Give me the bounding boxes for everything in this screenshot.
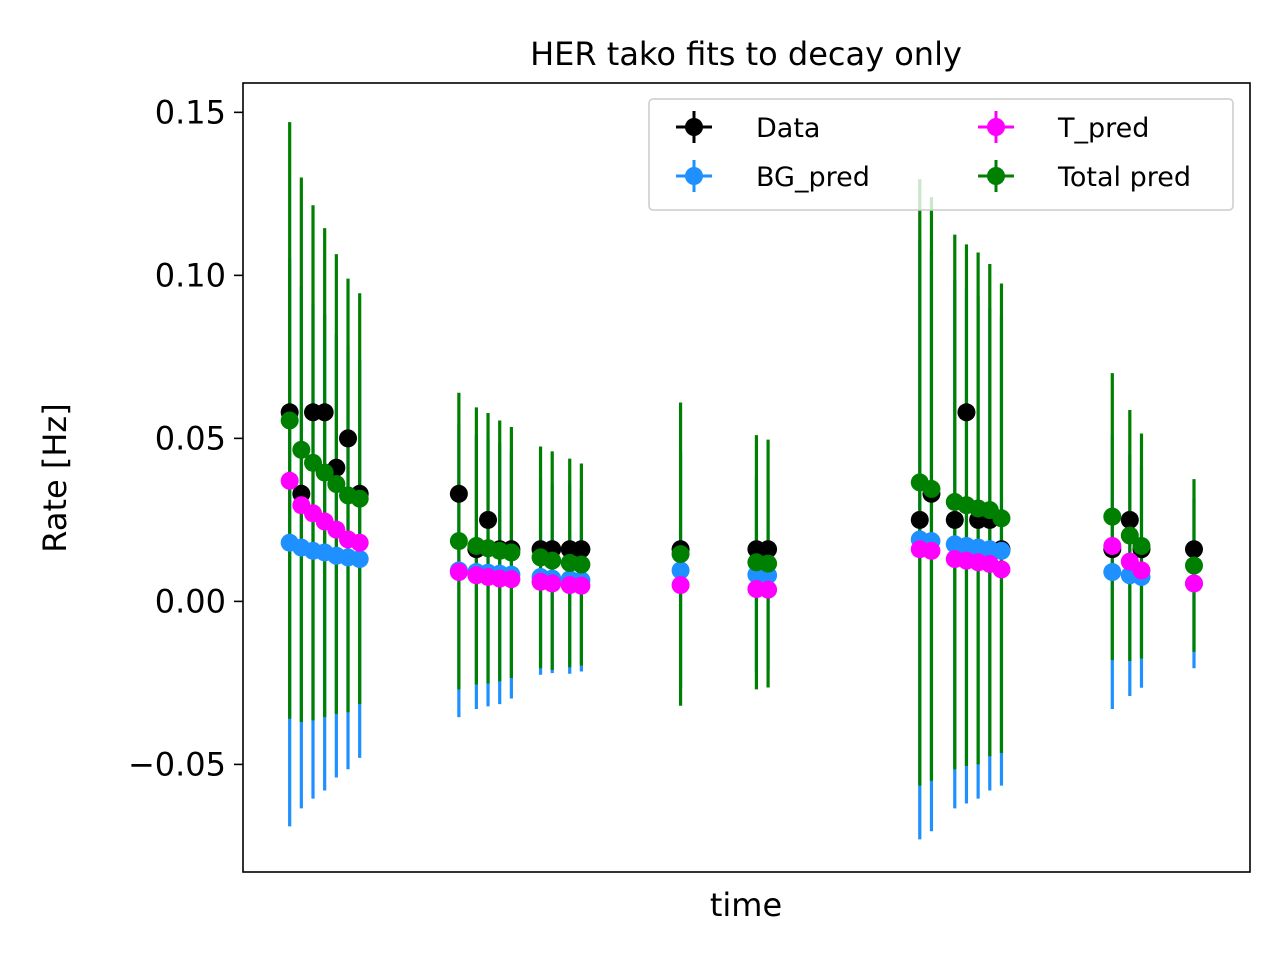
plot-marks	[280, 122, 1203, 840]
legend-box	[648, 98, 1234, 211]
data-point	[1103, 536, 1122, 555]
data-point	[572, 540, 591, 559]
data-point	[350, 489, 369, 508]
legend-label: BG_pred	[756, 162, 870, 193]
legend-items: Data BG_pred T_pred Total pred	[676, 111, 1191, 193]
y-tick-label: 0.10	[155, 256, 226, 294]
y-tick-label: 0.00	[155, 582, 226, 620]
x-axis-label: time	[710, 886, 782, 924]
series-t-pred	[280, 471, 1203, 599]
data-point	[992, 509, 1011, 528]
legend-marker-dot	[685, 167, 703, 185]
data-point	[350, 550, 369, 569]
data-point	[449, 484, 468, 503]
data-point	[449, 563, 468, 582]
data-point	[910, 510, 929, 529]
data-point	[1132, 536, 1151, 555]
data-point	[479, 510, 498, 529]
data-point	[992, 541, 1011, 560]
data-point	[957, 403, 976, 422]
data-point	[922, 479, 941, 498]
data-point	[572, 576, 591, 595]
errorbars-total-pred	[288, 122, 1196, 786]
data-point	[671, 576, 690, 595]
y-tick-label: 0.15	[155, 93, 226, 131]
data-point	[671, 561, 690, 580]
data-point	[759, 540, 778, 559]
data-point	[1120, 526, 1139, 545]
series-data	[280, 403, 1203, 559]
data-point	[1184, 574, 1203, 593]
data-point	[315, 403, 334, 422]
series-bg-pred	[280, 530, 1203, 593]
legend-label: T_pred	[1057, 113, 1149, 144]
data-point	[922, 541, 941, 560]
data-point	[280, 471, 299, 490]
plot-frame	[242, 82, 1251, 873]
y-axis: −0.05 0.00 0.05 0.10 0.15	[128, 93, 243, 783]
data-point	[1103, 563, 1122, 582]
data-point	[543, 574, 562, 593]
legend-label: Data	[756, 113, 820, 144]
y-axis-label: Rate [Hz]	[36, 403, 74, 552]
data-point	[945, 510, 964, 529]
data-point	[350, 533, 369, 552]
data-point	[292, 440, 311, 459]
data-point	[502, 570, 521, 589]
legend-label: Total pred	[1057, 162, 1191, 193]
legend-marker-dot	[987, 167, 1005, 185]
data-point	[449, 532, 468, 551]
data-point	[315, 463, 334, 482]
legend: Data BG_pred T_pred Total pred	[648, 98, 1234, 211]
data-point	[759, 580, 778, 599]
data-point	[1132, 561, 1151, 580]
data-point	[992, 560, 1011, 579]
y-tick-label: 0.05	[155, 419, 226, 457]
errorbars-bg-pred	[288, 239, 1196, 840]
legend-marker-dot	[685, 118, 703, 136]
data-point	[1103, 507, 1122, 526]
y-tick-label: −0.05	[128, 745, 226, 783]
data-point	[543, 551, 562, 570]
data-point	[502, 543, 521, 562]
data-point	[1120, 510, 1139, 529]
legend-marker-dot	[987, 118, 1005, 136]
data-point	[1184, 556, 1203, 575]
data-point	[759, 554, 778, 573]
data-point	[280, 411, 299, 430]
data-point	[1184, 540, 1203, 559]
chart-title: HER tako fits to decay only	[530, 35, 962, 73]
data-point	[327, 475, 346, 494]
data-point	[339, 429, 358, 448]
data-point	[671, 545, 690, 564]
data-point	[572, 555, 591, 574]
series-total-pred	[280, 411, 1203, 575]
